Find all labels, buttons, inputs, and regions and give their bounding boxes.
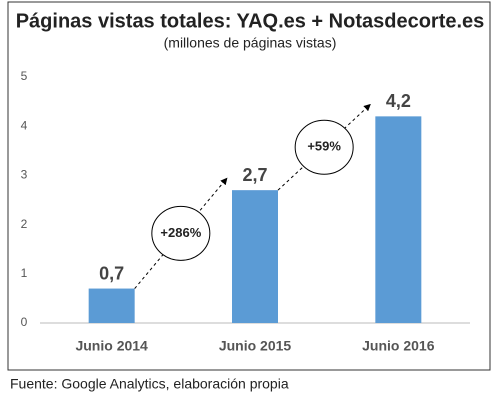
annotation-bubble (294, 119, 354, 175)
bar (232, 190, 278, 323)
chart-subtitle: (millones de páginas vistas) (164, 35, 337, 51)
value-label: 2,7 (242, 165, 267, 185)
source-note: Fuente: Google Analytics, elaboración pr… (10, 376, 289, 392)
y-tick-label: 2 (21, 217, 28, 231)
annotation: +286% (160, 225, 201, 240)
y-tick-label: 1 (21, 266, 28, 280)
y-tick-label: 0 (21, 315, 28, 329)
x-tick-label: Junio 2015 (219, 338, 292, 354)
annotation-bubble (151, 205, 211, 261)
bar (88, 288, 135, 323)
x-tick-label: Junio 2014 (75, 338, 148, 354)
annotation: +59% (307, 139, 341, 154)
value-label: 0,7 (99, 263, 124, 283)
chart-title: Páginas vistas totales: YAQ.es + Notasde… (16, 10, 485, 32)
x-tick-label: Junio 2016 (362, 338, 435, 354)
y-tick-label: 3 (21, 168, 28, 182)
y-tick-label: 4 (21, 118, 28, 132)
value-label: 4,2 (386, 91, 411, 111)
bar (375, 116, 422, 323)
y-tick-label: 5 (21, 69, 28, 83)
